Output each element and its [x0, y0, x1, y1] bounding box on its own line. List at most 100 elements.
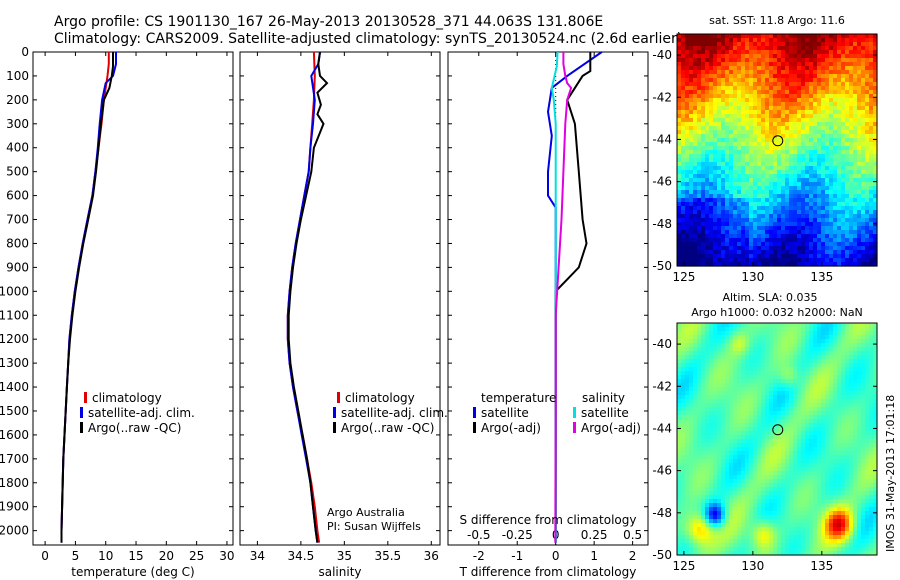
- heatmap-cell: [729, 459, 734, 464]
- heatmap-cell: [857, 375, 862, 380]
- heatmap-cell: [745, 419, 750, 424]
- heatmap-cell: [849, 367, 854, 372]
- heatmap-cell: [777, 58, 782, 63]
- heatmap-cell: [797, 54, 802, 59]
- y-tick-label: 100: [6, 69, 29, 83]
- heatmap-cell: [749, 355, 754, 360]
- heatmap-cell: [789, 407, 794, 412]
- heatmap-cell: [749, 371, 754, 376]
- heatmap-cell: [761, 46, 766, 51]
- heatmap-cell: [717, 355, 722, 360]
- heatmap-cell: [741, 138, 746, 143]
- heatmap-cell: [685, 90, 690, 95]
- heatmap-cell: [681, 74, 686, 79]
- heatmap-cell: [737, 435, 742, 440]
- heatmap-cell: [865, 198, 870, 203]
- heatmap-cell: [845, 359, 850, 364]
- heatmap-cell: [709, 443, 714, 448]
- heatmap-cell: [869, 407, 874, 412]
- heatmap-cell: [749, 126, 754, 131]
- heatmap-cell: [797, 122, 802, 127]
- heatmap-cell: [857, 463, 862, 468]
- heatmap-cell: [833, 114, 838, 119]
- heatmap-cell: [813, 323, 818, 328]
- heatmap-cell: [829, 419, 834, 424]
- heatmap-cell: [813, 327, 818, 332]
- heatmap-cell: [713, 166, 718, 171]
- heatmap-cell: [837, 58, 842, 63]
- heatmap-cell: [805, 134, 810, 139]
- heatmap-cell: [809, 94, 814, 99]
- x-tick-label: 30: [219, 549, 234, 563]
- heatmap-cell: [849, 218, 854, 223]
- heatmap-cell: [709, 250, 714, 255]
- heatmap-cell: [725, 42, 730, 47]
- heatmap-cell: [685, 343, 690, 348]
- heatmap-cell: [857, 134, 862, 139]
- heatmap-cell: [733, 323, 738, 328]
- heatmap-cell: [777, 34, 782, 39]
- heatmap-cell: [773, 359, 778, 364]
- heatmap-cell: [861, 242, 866, 247]
- heatmap-cell: [773, 391, 778, 396]
- heatmap-cell: [681, 399, 686, 404]
- heatmap-cell: [713, 158, 718, 163]
- heatmap-cell: [721, 347, 726, 352]
- heatmap-cell: [821, 226, 826, 231]
- heatmap-cell: [785, 102, 790, 107]
- heatmap-cell: [853, 178, 858, 183]
- heatmap-cell: [789, 327, 794, 332]
- heatmap-cell: [753, 226, 758, 231]
- heatmap-cell: [853, 250, 858, 255]
- heatmap-cell: [709, 335, 714, 340]
- heatmap-cell: [721, 363, 726, 368]
- heatmap-cell: [849, 122, 854, 127]
- heatmap-cell: [813, 351, 818, 356]
- heatmap-cell: [805, 451, 810, 456]
- heatmap-cell: [849, 246, 854, 251]
- heatmap-cell: [693, 174, 698, 179]
- heatmap-cell: [737, 395, 742, 400]
- heatmap-cell: [817, 126, 822, 131]
- heatmap-cell: [829, 114, 834, 119]
- heatmap-cell: [861, 54, 866, 59]
- heatmap-cell: [773, 38, 778, 43]
- heatmap-cell: [725, 118, 730, 123]
- heatmap-cell: [697, 355, 702, 360]
- heatmap-cell: [753, 443, 758, 448]
- heatmap-cell: [777, 375, 782, 380]
- heatmap-cell: [745, 146, 750, 151]
- heatmap-cell: [701, 154, 706, 159]
- heatmap-cell: [753, 351, 758, 356]
- heatmap-cell: [857, 66, 862, 71]
- heatmap-cell: [829, 218, 834, 223]
- heatmap-cell: [781, 94, 786, 99]
- heatmap-cell: [817, 431, 822, 436]
- heatmap-cell: [733, 391, 738, 396]
- heatmap-cell: [853, 327, 858, 332]
- heatmap-cell: [717, 90, 722, 95]
- heatmap-cell: [801, 70, 806, 75]
- heatmap-cell: [869, 202, 874, 207]
- heatmap-cell: [777, 50, 782, 55]
- heatmap-cell: [677, 451, 682, 456]
- heatmap-cell: [769, 367, 774, 372]
- heatmap-cell: [737, 174, 742, 179]
- heatmap-cell: [861, 106, 866, 111]
- heatmap-cell: [873, 194, 878, 199]
- heatmap-cell: [701, 74, 706, 79]
- heatmap-cell: [705, 186, 710, 191]
- heatmap-cell: [837, 222, 842, 227]
- heatmap-cell: [809, 206, 814, 211]
- heatmap-cell: [737, 367, 742, 372]
- heatmap-cell: [833, 138, 838, 143]
- heatmap-cell: [769, 359, 774, 364]
- y-tick-label: 1400: [0, 380, 29, 394]
- heatmap-cell: [705, 383, 710, 388]
- heatmap-cell: [681, 323, 686, 328]
- heatmap-cell: [849, 158, 854, 163]
- heatmap-cell: [709, 186, 714, 191]
- heatmap-cell: [689, 126, 694, 131]
- heatmap-cell: [841, 50, 846, 55]
- heatmap-cell: [789, 331, 794, 336]
